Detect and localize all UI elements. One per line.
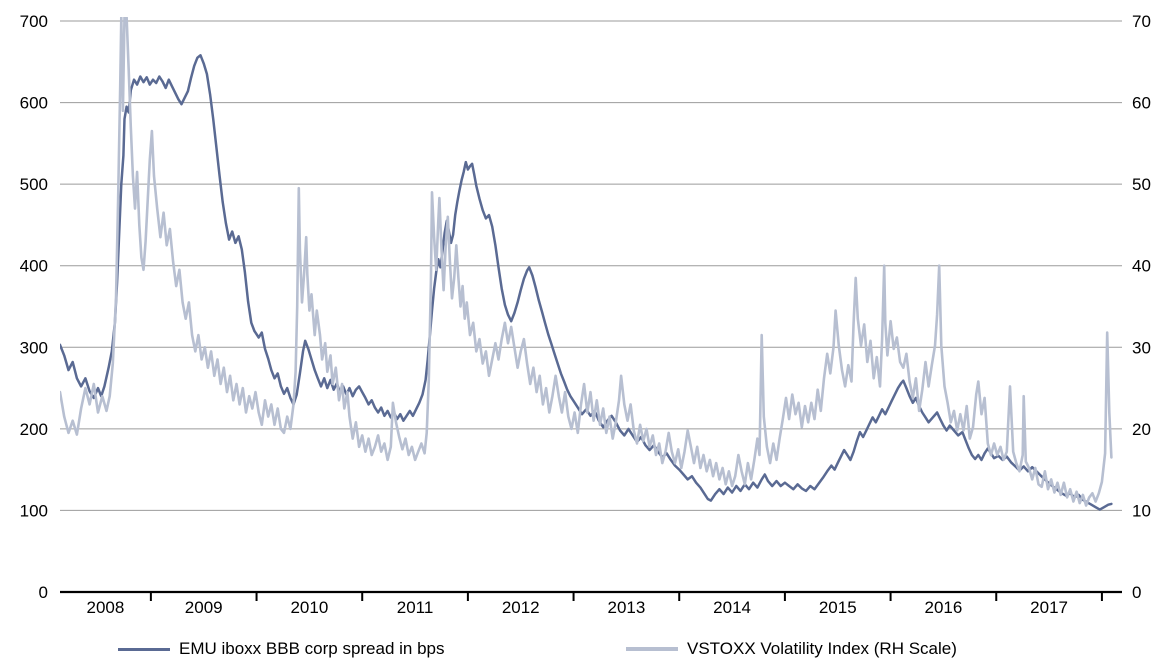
x-axis-year-label: 2014 [713,598,751,617]
legend-label-emu-spread: EMU iboxx BBB corp spread in bps [179,639,445,658]
x-axis-year-label: 2012 [502,598,540,617]
left-axis-tick-label: 300 [20,338,48,357]
x-axis-year-label: 2008 [87,598,125,617]
right-axis-tick-label: 30 [1132,338,1151,357]
left-axis-tick-label: 0 [39,583,48,602]
right-axis-tick-label: 20 [1132,420,1151,439]
x-axis-year-label: 2016 [925,598,963,617]
right-axis-tick-label: 50 [1132,175,1151,194]
x-axis-year-label: 2017 [1030,598,1068,617]
right-axis-tick-label: 10 [1132,501,1151,520]
chart-legend: EMU iboxx BBB corp spread in bps VSTOXX … [0,636,1176,662]
right-axis-tick-label: 60 [1132,94,1151,113]
x-axis-year-label: 2013 [607,598,645,617]
right-axis-tick-label: 0 [1132,583,1141,602]
left-axis-tick-label: 400 [20,257,48,276]
series-line-vstoxx [60,17,1113,507]
left-axis-tick-label: 100 [20,501,48,520]
legend-line-swatch-vstoxx-icon [626,647,678,651]
legend-label-vstoxx: VSTOXX Volatility Index (RH Scale) [687,639,957,658]
series-line-emu-spread [60,54,1113,511]
x-axis-year-label: 2015 [819,598,857,617]
legend-item-vstoxx: VSTOXX Volatility Index (RH Scale) [626,636,957,662]
x-axis-year-label: 2009 [185,598,223,617]
left-axis-tick-label: 600 [20,94,48,113]
right-axis-tick-label: 40 [1132,257,1151,276]
x-axis-year-label: 2011 [397,598,434,617]
legend-item-emu-spread: EMU iboxx BBB corp spread in bps [118,636,445,662]
right-axis-tick-label: 70 [1132,12,1151,31]
left-axis-tick-label: 700 [20,12,48,31]
x-axis-year-label: 2010 [290,598,328,617]
left-axis-tick-label: 500 [20,175,48,194]
left-axis-tick-label: 200 [20,420,48,439]
legend-line-swatch-emu-icon [118,647,170,651]
